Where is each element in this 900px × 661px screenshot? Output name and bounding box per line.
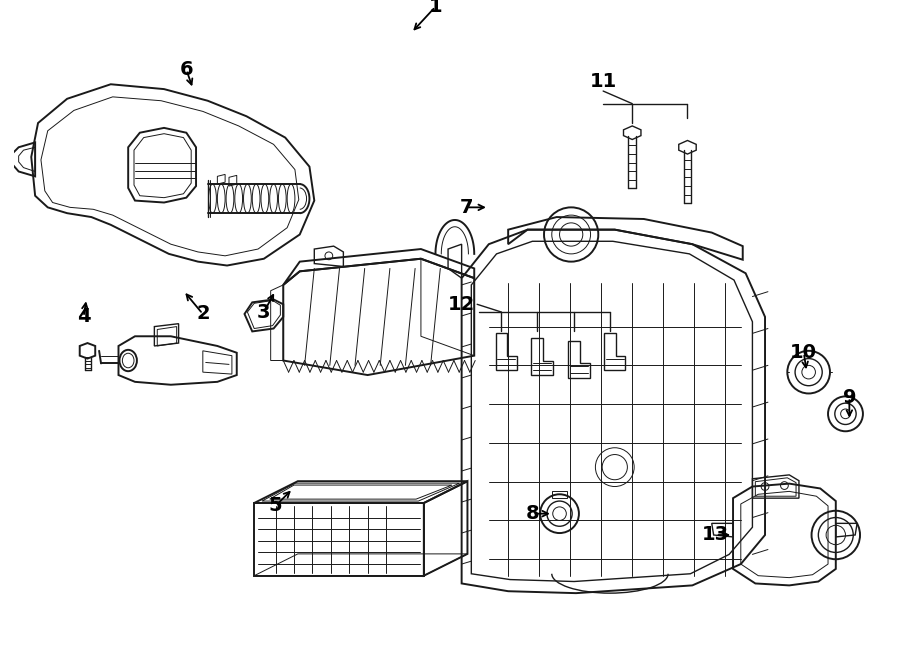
Text: 2: 2	[196, 305, 210, 323]
Text: 4: 4	[76, 307, 90, 327]
Text: 6: 6	[179, 60, 194, 79]
Text: 7: 7	[460, 198, 473, 217]
Text: 13: 13	[702, 525, 729, 545]
Text: 12: 12	[448, 295, 475, 314]
Text: 1: 1	[428, 0, 442, 17]
Text: 10: 10	[790, 343, 817, 362]
Text: 9: 9	[842, 388, 856, 407]
Text: 3: 3	[257, 303, 271, 321]
Text: 8: 8	[526, 504, 539, 523]
Text: 5: 5	[269, 496, 283, 516]
Text: 11: 11	[590, 72, 616, 91]
